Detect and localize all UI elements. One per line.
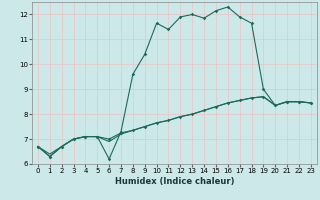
X-axis label: Humidex (Indice chaleur): Humidex (Indice chaleur) xyxy=(115,177,234,186)
